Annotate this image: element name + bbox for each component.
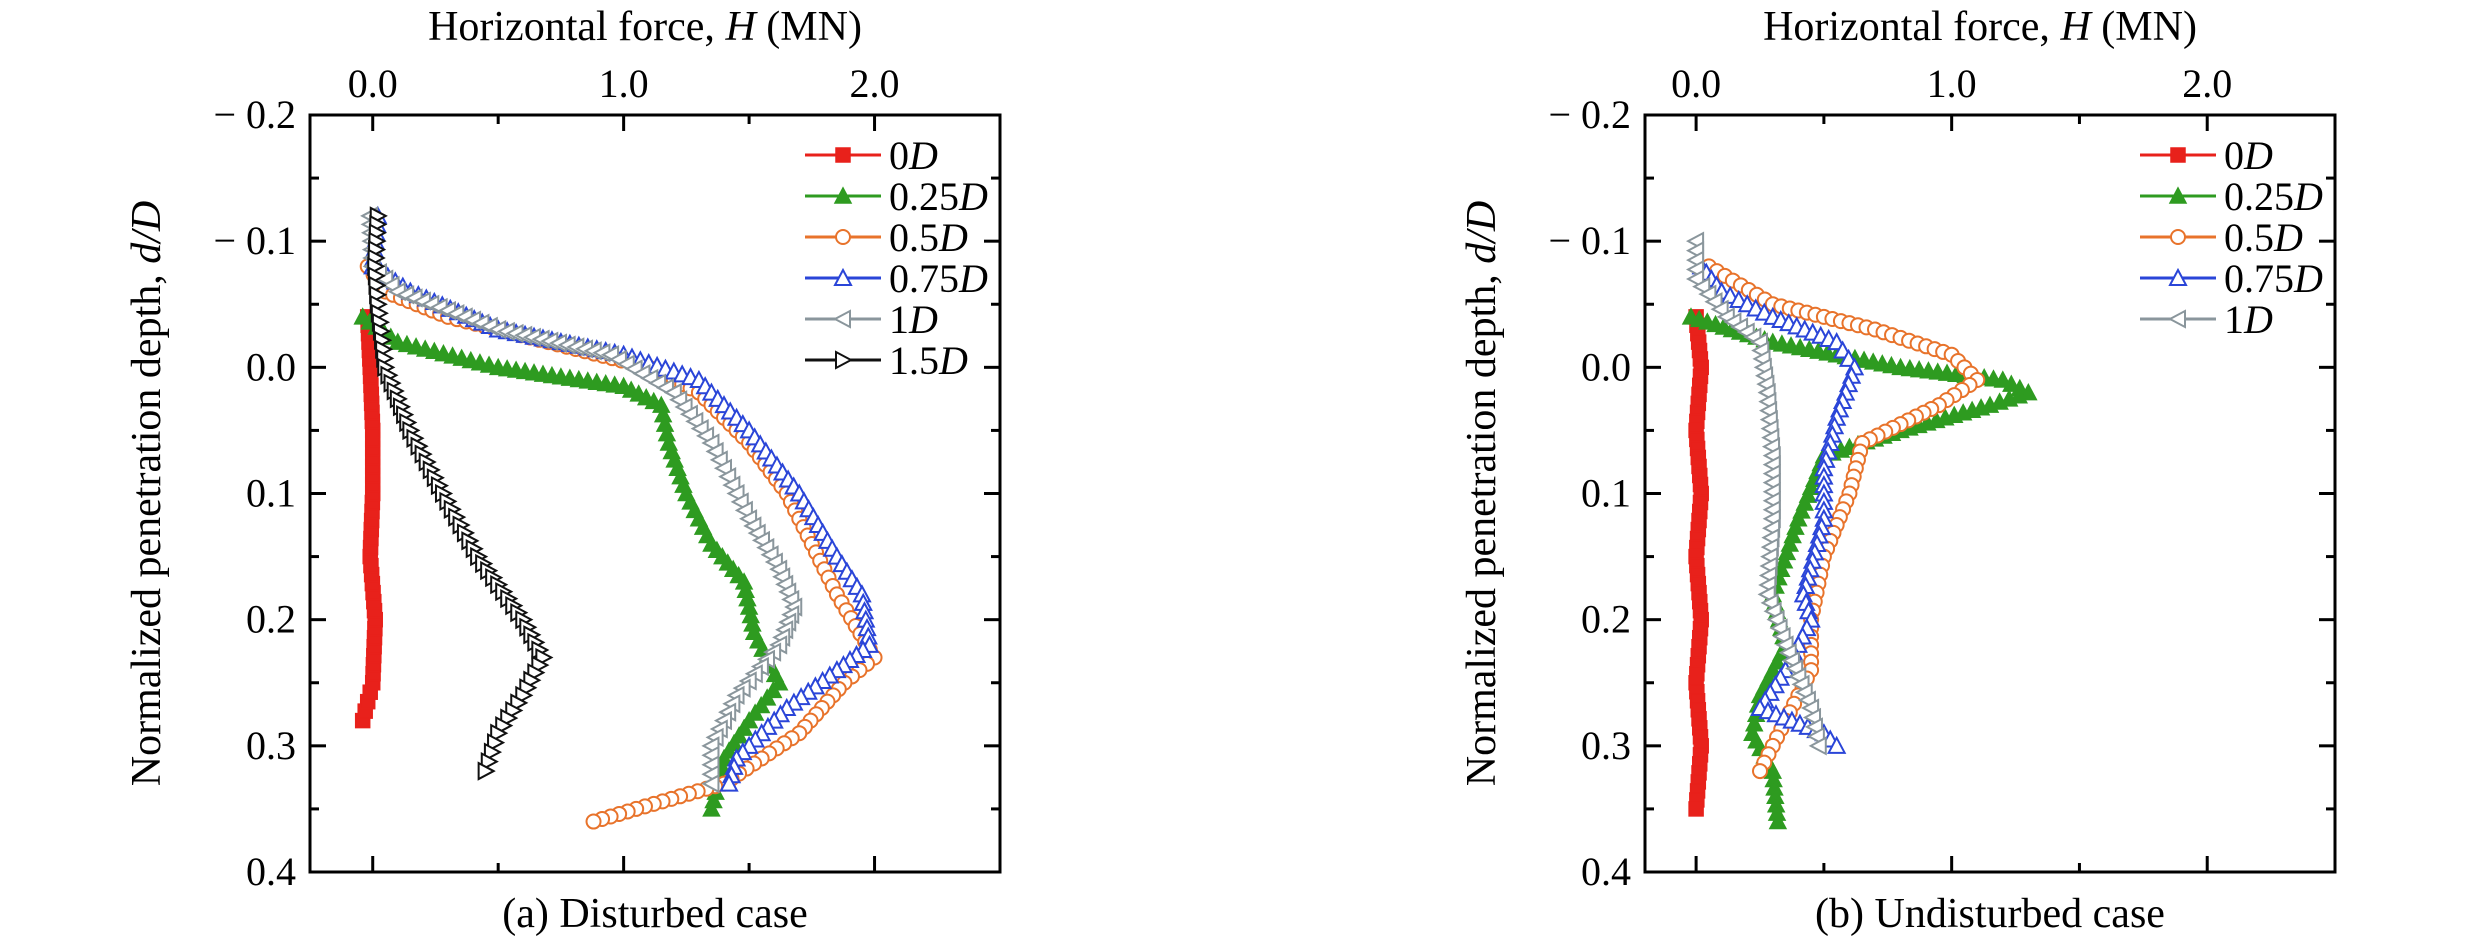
data-point xyxy=(1752,763,1768,780)
panel-caption: (a) Disturbed case xyxy=(502,891,808,937)
y-tick-label: 0.3 xyxy=(246,723,296,768)
data-point xyxy=(1999,389,2019,407)
y-tick-label: 0.4 xyxy=(1581,849,1631,894)
legend-label: 0.5D xyxy=(2224,215,2303,260)
series-1_5D xyxy=(367,206,554,781)
legend-marker xyxy=(2170,229,2186,245)
legend-marker xyxy=(2170,147,2186,163)
y-tick-label: 0.1 xyxy=(246,471,296,516)
series-0_25D xyxy=(1681,307,2038,830)
legend-label: 0.25D xyxy=(2224,174,2323,219)
x-tick-label: 1.0 xyxy=(599,61,649,106)
y-tick-label: 0.2 xyxy=(1581,597,1631,642)
series-1D xyxy=(1685,231,1827,756)
legend-label: 0.75D xyxy=(889,256,988,301)
data-point xyxy=(1808,736,1827,756)
data-point xyxy=(719,773,739,792)
y-axis-title: Normalized penetration depth, d/D xyxy=(124,201,170,786)
panel-caption: (b) Undisturbed case xyxy=(1815,891,2165,937)
data-point xyxy=(1768,811,1788,830)
legend-marker xyxy=(833,267,853,286)
chart-panel-disturbed: 0.0 1.0 2.0 − 0.2 − 0.1 0.0 0.1 0.2 0.3 0.4 Horizo… xyxy=(124,4,1002,937)
legend-label: 0.75D xyxy=(2224,256,2323,301)
y-tick-label: − 0.2 xyxy=(1548,92,1631,137)
y-tick-label: 0.0 xyxy=(246,344,296,389)
series-0_5D xyxy=(1700,258,1986,780)
series-0D xyxy=(1688,309,1709,817)
legend-marker xyxy=(2167,309,2186,329)
data-point xyxy=(1990,392,2009,410)
legend-label: 1D xyxy=(889,297,938,342)
y-tick-label: 0.4 xyxy=(246,849,296,894)
x-tick-label: 1.0 xyxy=(1927,61,1977,106)
legend-label: 1.5D xyxy=(889,338,968,383)
data-point xyxy=(1826,735,1847,754)
series-line xyxy=(1690,315,2031,822)
series-0D xyxy=(354,309,383,729)
data-point xyxy=(702,799,721,817)
x-tick-label: 0.0 xyxy=(1671,61,1721,106)
y-tick-label: 0.0 xyxy=(1581,344,1631,389)
data-point xyxy=(2009,386,2028,404)
data-point xyxy=(701,774,720,794)
data-point xyxy=(483,742,503,762)
y-tick-label: 0.2 xyxy=(246,597,296,642)
data-point xyxy=(480,751,499,772)
legend-label: 0D xyxy=(2224,133,2273,178)
legend-marker xyxy=(833,186,853,204)
series-0_5D xyxy=(359,258,883,830)
legend-marker xyxy=(2168,267,2188,286)
legend-marker xyxy=(832,309,851,329)
y-tick-label: − 0.2 xyxy=(213,92,296,137)
chart-panel-undisturbed: 0.0 1.0 2.0 − 0.2 − 0.1 0.0 0.1 0.2 0.3 0.4 Horizo… xyxy=(1459,4,2337,937)
y-tick-label: − 0.1 xyxy=(1548,218,1631,263)
y-tick-label: − 0.1 xyxy=(213,218,296,263)
legend-marker xyxy=(2168,186,2188,204)
data-point xyxy=(487,733,506,753)
data-point xyxy=(2019,382,2038,401)
data-point xyxy=(490,723,509,743)
legend-label: 0D xyxy=(889,133,938,178)
y-axis-title: Normalized penetration depth, d/D xyxy=(1459,201,1505,786)
data-point xyxy=(477,761,496,781)
x-axis-title: Horizontal force, H (MN) xyxy=(428,4,862,50)
x-tick-label: 2.0 xyxy=(2182,61,2232,106)
legend-label: 0.5D xyxy=(889,215,968,260)
legend-label: 1D xyxy=(2224,297,2273,342)
x-axis-title: Horizontal force, H (MN) xyxy=(1763,4,2197,50)
data-point xyxy=(1688,801,1704,817)
legend-label: 0.25D xyxy=(889,174,988,219)
x-tick-label: 0.0 xyxy=(348,61,398,106)
legend-marker xyxy=(835,147,851,163)
data-point xyxy=(585,813,602,830)
x-tick-label: 2.0 xyxy=(850,61,900,106)
series-1D xyxy=(360,206,803,794)
y-tick-label: 0.1 xyxy=(1581,471,1631,516)
y-tick-label: 0.3 xyxy=(1581,723,1631,768)
series-0_25D xyxy=(353,307,789,817)
legend-marker xyxy=(835,229,851,245)
legend-marker xyxy=(835,350,854,370)
